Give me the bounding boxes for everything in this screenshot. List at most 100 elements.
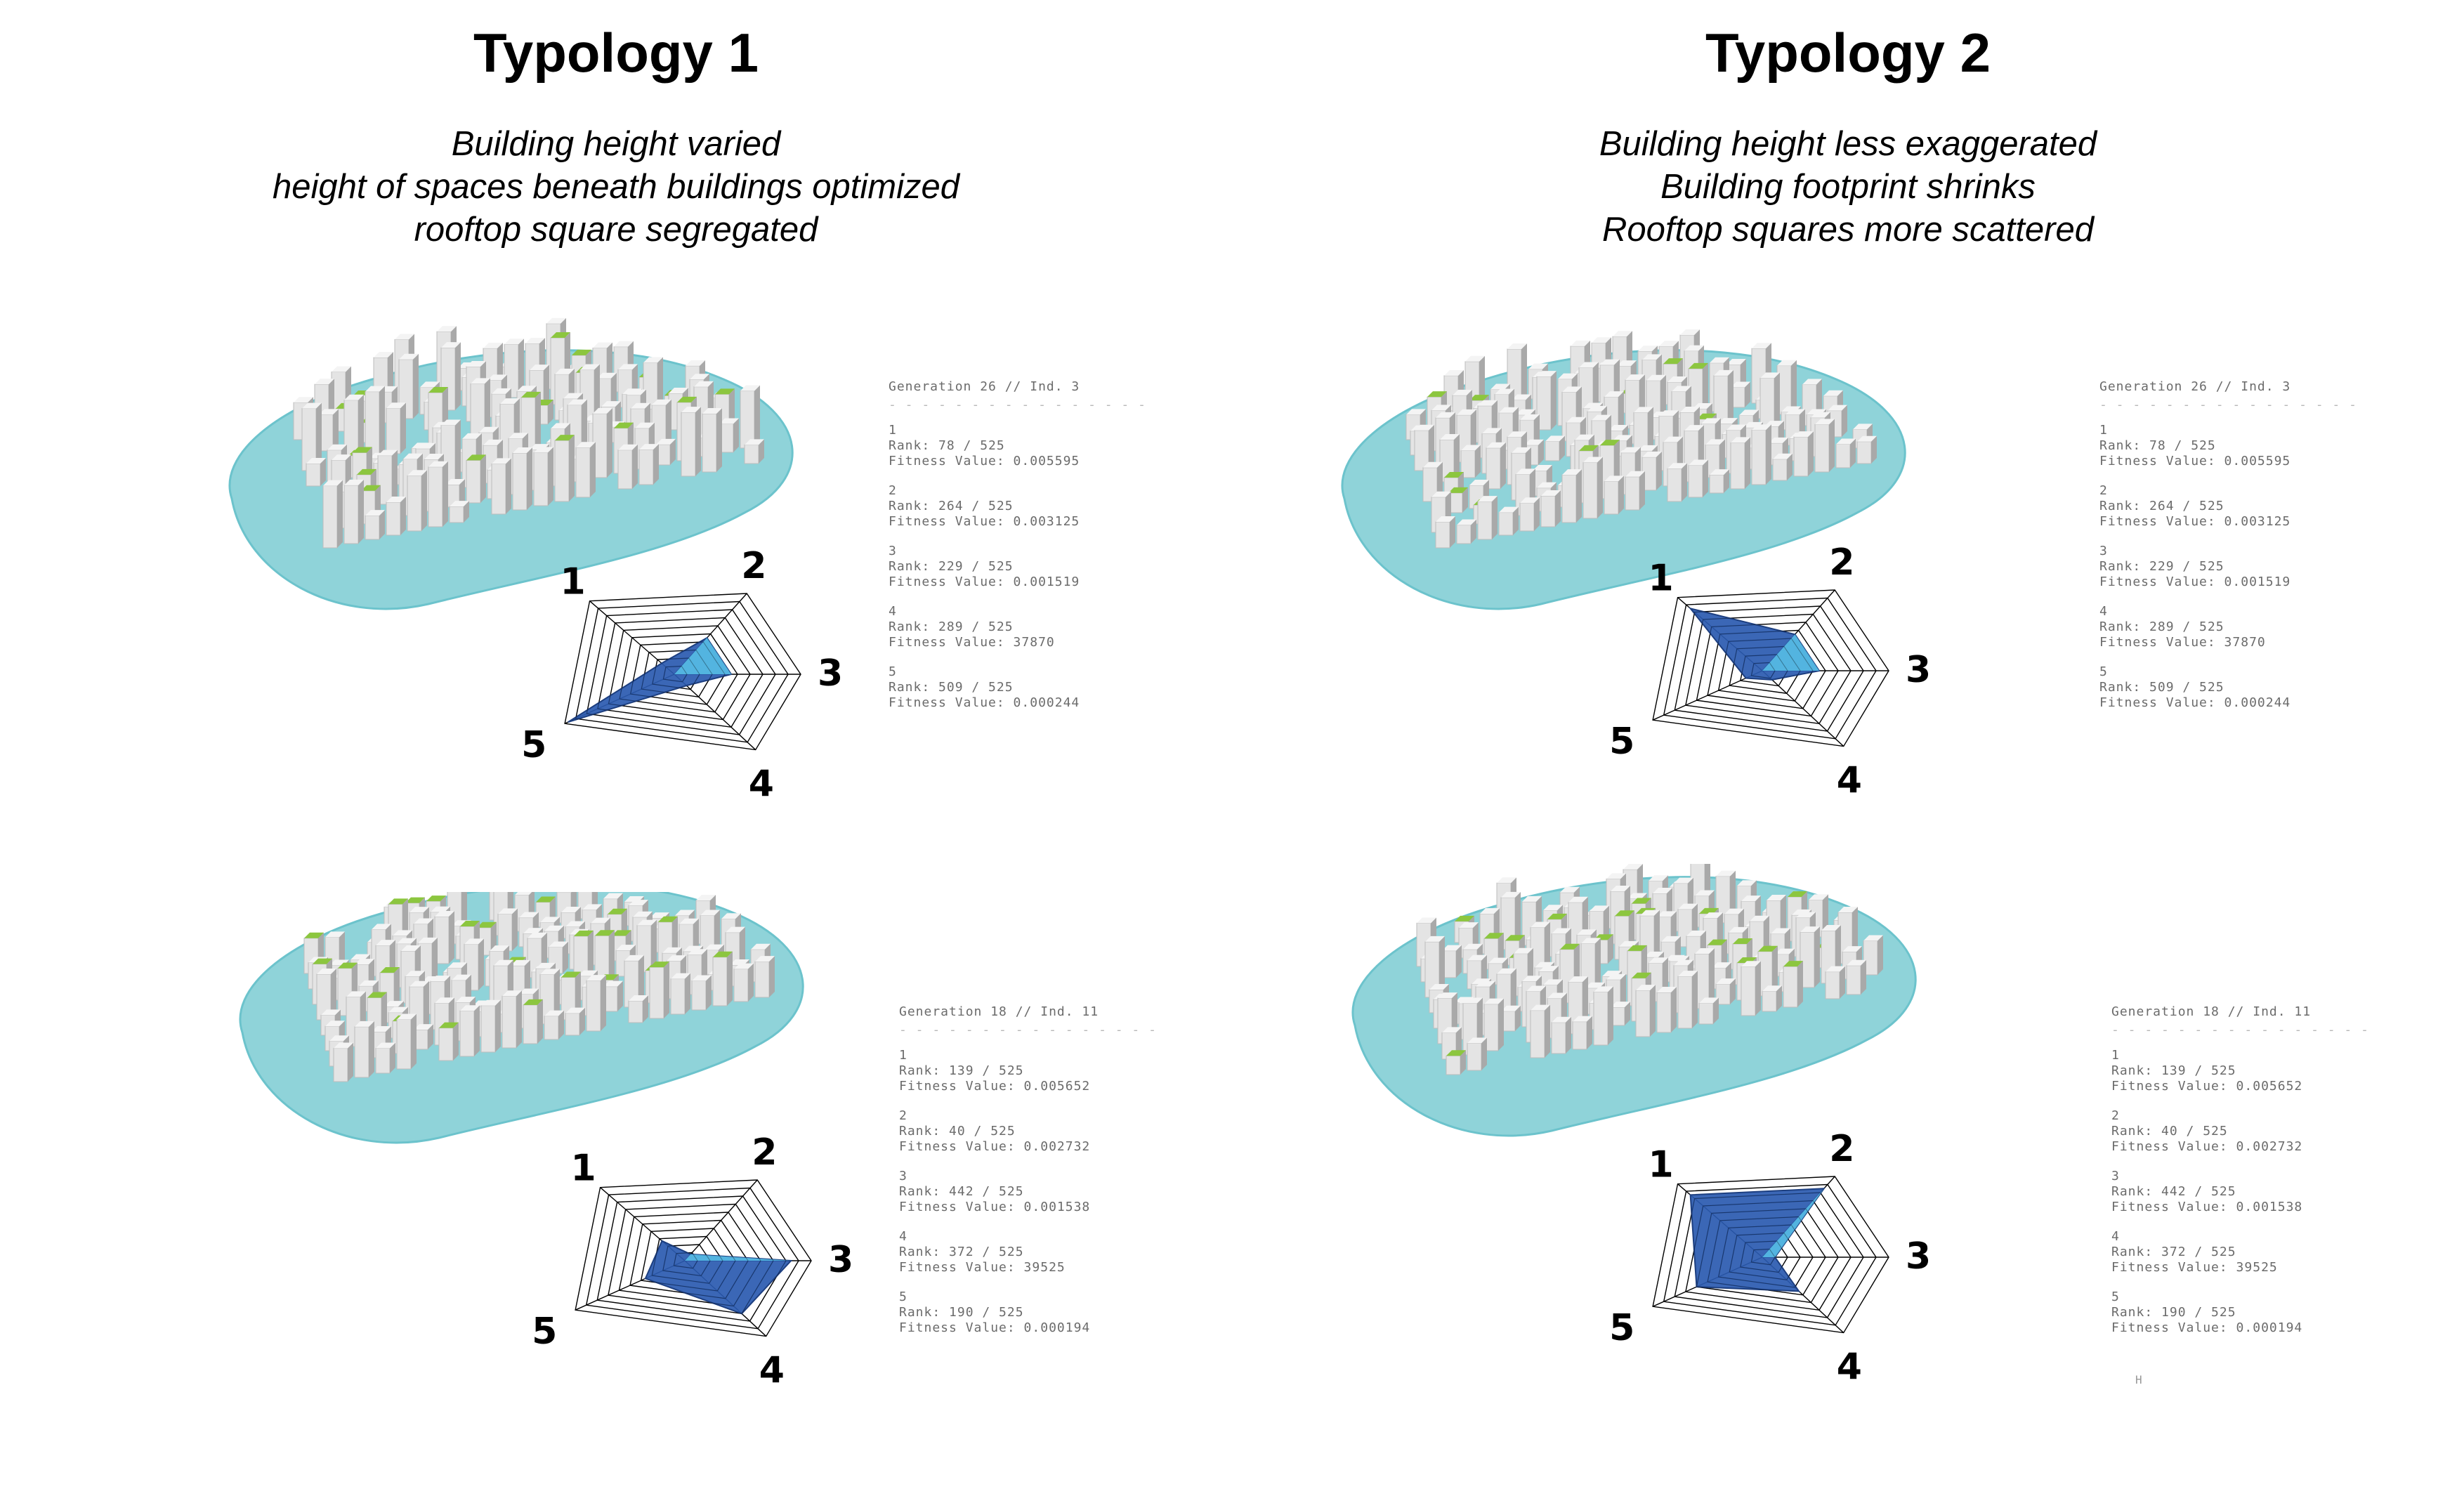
fitness-entry: 1 Rank: 139 / 525 Fitness Value: 0.005652 [2111,1048,2369,1094]
building-side [1454,434,1460,482]
rooftop-square [1448,487,1468,493]
fitness-value: Fitness Value: 0.001519 [889,575,1080,589]
building-side [1456,945,1462,978]
building-roof [1800,926,1820,933]
building-side [615,401,621,427]
building-roof [637,919,657,926]
fitness-entry: 2 Rank: 264 / 525 Fitness Value: 0.003125 [889,483,1146,530]
building-side [607,407,612,478]
building-side [1625,1002,1630,1025]
building-roof [1507,431,1527,438]
building-roof [1571,340,1590,346]
building-roof [675,910,695,916]
building-roof [597,372,617,379]
radar-ring-overlay [1718,1224,1814,1288]
building-side [548,399,553,424]
building-roof [1531,1004,1550,1011]
building-side [428,1024,433,1049]
building-roof [1436,412,1455,418]
rank-label: Rank: 442 / 525 [2111,1184,2236,1199]
building-roof [1579,362,1599,368]
building-side [632,444,638,489]
objective-number: 4 [2111,1229,2120,1244]
building-side [1850,438,1856,468]
radar-ring-overlay [641,649,713,697]
building-roof [388,1006,408,1013]
rooftop-square [353,447,372,453]
building-roof [1459,922,1479,929]
building-roof [376,1042,395,1049]
building-roof [1863,935,1883,941]
fitness-value: Fitness Value: 0.000194 [899,1320,1091,1335]
building-side [1814,926,1820,988]
building-roof [1606,873,1626,879]
fitness-value: Fitness Value: 0.002732 [2111,1139,2303,1154]
building-roof [1625,471,1645,477]
building-roof [1512,447,1531,453]
building-side [1703,459,1708,497]
building-roof [1815,419,1835,425]
building-roof [696,894,716,900]
building-roof [734,963,754,969]
building-roof [344,479,364,485]
rank-label: Rank: 509 / 525 [889,680,1014,695]
building-roof [1537,482,1557,488]
building-roof [1826,966,1845,972]
building-roof [719,418,739,424]
building-roof [614,341,634,347]
rooftop-square [523,999,543,1005]
building-roof [1674,959,1693,966]
building-roof [1417,917,1436,924]
building-roof [1752,343,1771,349]
typology-column-2: Typology 2 Building height less exaggera… [1232,0,2464,1393]
building-roof [447,962,467,969]
fitness-entry: 3 Rank: 229 / 525 Fitness Value: 0.001519 [889,544,1146,590]
radar-ring-overlay [1652,589,1889,747]
building-roof [1667,376,1687,382]
rank-label: Rank: 229 / 525 [2099,559,2224,574]
building-side [1618,475,1624,514]
rooftop-square [608,908,627,914]
building-side [1450,516,1455,548]
building-side [643,995,648,1023]
building-roof [1592,414,1611,421]
building-side [485,378,490,437]
building-roof [481,999,501,1006]
building-roof [1552,928,1571,934]
building-side [1755,961,1761,1016]
building-roof [498,908,518,914]
building-roof [635,422,655,428]
building-side [394,966,400,1007]
radar-ring-overlay [586,1187,799,1330]
building-roof [483,342,503,348]
building-roof [702,408,722,414]
building-roof [1415,424,1434,431]
building-roof [513,447,532,453]
building-roof [1739,409,1759,416]
solution-panel: 1 2 3 4 5 Generation 26 // Ind. 3 - - - - - … [0,274,1232,878]
radar-ring-overlay [1685,613,1852,724]
radar-ring-overlay [1696,622,1839,717]
city-model-icon [1341,329,1906,610]
building-side [1555,490,1561,527]
building-roof [359,980,379,986]
building-roof [452,974,471,980]
building-roof [616,945,636,951]
building-roof [1731,437,1750,443]
building-roof [1486,442,1506,448]
rank-label: Rank: 229 / 525 [889,559,1014,574]
rooftop-square [1505,935,1525,941]
building-roof [1545,435,1565,442]
building-side [1500,442,1506,489]
radar-axis-label: 4 [749,763,774,806]
building-side [1639,471,1645,510]
radar-ring [585,1187,799,1330]
building-roof [1785,409,1805,415]
radar-chart: 1 2 3 4 5 [1609,1128,1931,1389]
building-roof [386,402,406,409]
building-side [548,447,553,506]
building-side [480,454,486,503]
building-side [1471,519,1476,544]
building-roof [1638,445,1658,451]
objective-number: 5 [2099,664,2108,679]
